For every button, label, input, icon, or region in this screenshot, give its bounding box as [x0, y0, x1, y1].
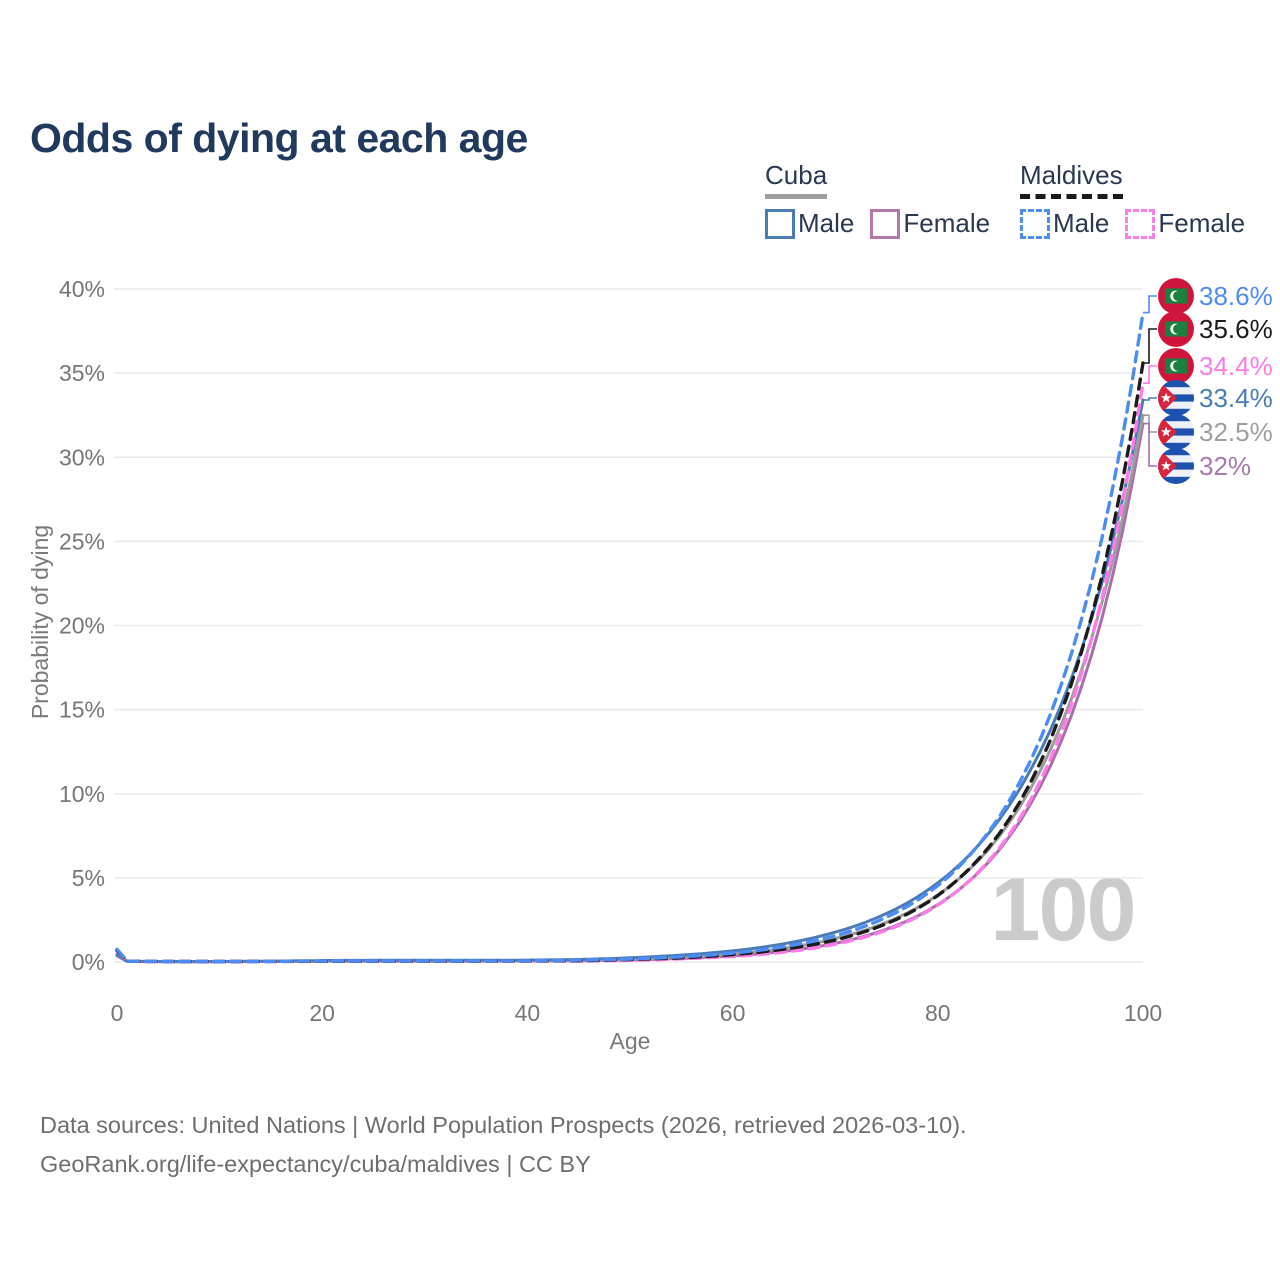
flag-icon-cuba — [1158, 380, 1194, 416]
x-axis-title: Age — [610, 1028, 651, 1054]
x-tick-60: 60 — [720, 1000, 746, 1026]
end-label-cuba-female: 32% — [1199, 451, 1251, 481]
y-tick-20: 20% — [59, 613, 105, 639]
y-tick-0: 0% — [72, 949, 105, 975]
y-tick-30: 30% — [59, 444, 105, 470]
legend-swatch-maldives-female — [1125, 208, 1156, 239]
legend-swatch-cuba-male — [765, 208, 795, 239]
end-label-maldives-male: 38.6% — [1199, 281, 1273, 311]
legend-swatch-cuba-female — [870, 208, 901, 239]
end-connector-maldives-male — [1143, 295, 1157, 314]
series-line-maldives-female — [115, 381, 1145, 964]
legend-label-cuba-male: Male — [798, 208, 855, 238]
y-tick-15: 15% — [59, 697, 105, 723]
y-tick-5: 5% — [72, 865, 105, 891]
legend-item-cuba-male[interactable]: Male — [765, 208, 854, 239]
x-tick-80: 80 — [925, 1000, 951, 1026]
age-watermark: 100 — [990, 860, 1136, 960]
legend-item-maldives-female[interactable]: Female — [1125, 208, 1245, 239]
y-tick-40: 40% — [59, 276, 105, 302]
flag-icon-maldives — [1158, 278, 1194, 314]
end-connector-cuba-female — [1143, 422, 1157, 467]
end-label-maldives-both-sexes: 35.6% — [1199, 314, 1273, 344]
legend-group-title-cuba: Cuba — [765, 160, 828, 199]
y-axis-title: Probability of dying — [27, 525, 53, 719]
end-label-maldives-female: 34.4% — [1199, 351, 1273, 381]
legend-label-maldives-female: Female — [1158, 208, 1246, 238]
flag-icon-cuba — [1158, 448, 1194, 484]
x-tick-0: 0 — [111, 1000, 124, 1026]
footer-sources: Data sources: United Nations | World Pop… — [40, 1112, 967, 1138]
end-connector-maldives-female — [1143, 365, 1157, 384]
y-tick-10: 10% — [59, 781, 105, 807]
series-line-maldives-both-sexes — [115, 361, 1145, 964]
legend-swatch-maldives-male — [1020, 208, 1050, 239]
end-connector-cuba-male — [1143, 397, 1157, 401]
series-line-cuba-female — [115, 422, 1145, 964]
legend-label-maldives-male: Male — [1053, 208, 1110, 238]
legend-item-maldives-male[interactable]: Male — [1020, 208, 1109, 239]
legend-group-cuba: Cuba Male Female — [765, 160, 990, 239]
x-tick-40: 40 — [515, 1000, 541, 1026]
y-tick-25: 25% — [59, 528, 105, 554]
end-label-cuba-both-sexes: 32.5% — [1199, 417, 1273, 447]
series-line-cuba-both-sexes — [115, 413, 1145, 964]
legend-item-cuba-female[interactable]: Female — [870, 208, 990, 239]
end-connector-maldives-both-sexes — [1143, 328, 1157, 364]
flag-icon-maldives — [1158, 348, 1194, 384]
footer-attribution: GeoRank.org/life-expectancy/cuba/maldive… — [40, 1151, 591, 1177]
y-tick-35: 35% — [59, 360, 105, 386]
legend-group-maldives: Maldives Male Female — [1020, 160, 1245, 239]
series-line-maldives-male — [115, 310, 1145, 964]
x-tick-20: 20 — [309, 1000, 335, 1026]
x-tick-100: 100 — [1124, 1000, 1162, 1026]
legend-group-title-maldives: Maldives — [1020, 160, 1123, 199]
legend-label-cuba-female: Female — [903, 208, 991, 238]
flag-icon-cuba — [1158, 414, 1194, 450]
footer: Data sources: United Nations | World Pop… — [40, 1106, 967, 1184]
end-label-cuba-male: 33.4% — [1199, 383, 1273, 413]
flag-icon-maldives — [1158, 311, 1194, 347]
page-title: Odds of dying at each age — [30, 115, 528, 162]
